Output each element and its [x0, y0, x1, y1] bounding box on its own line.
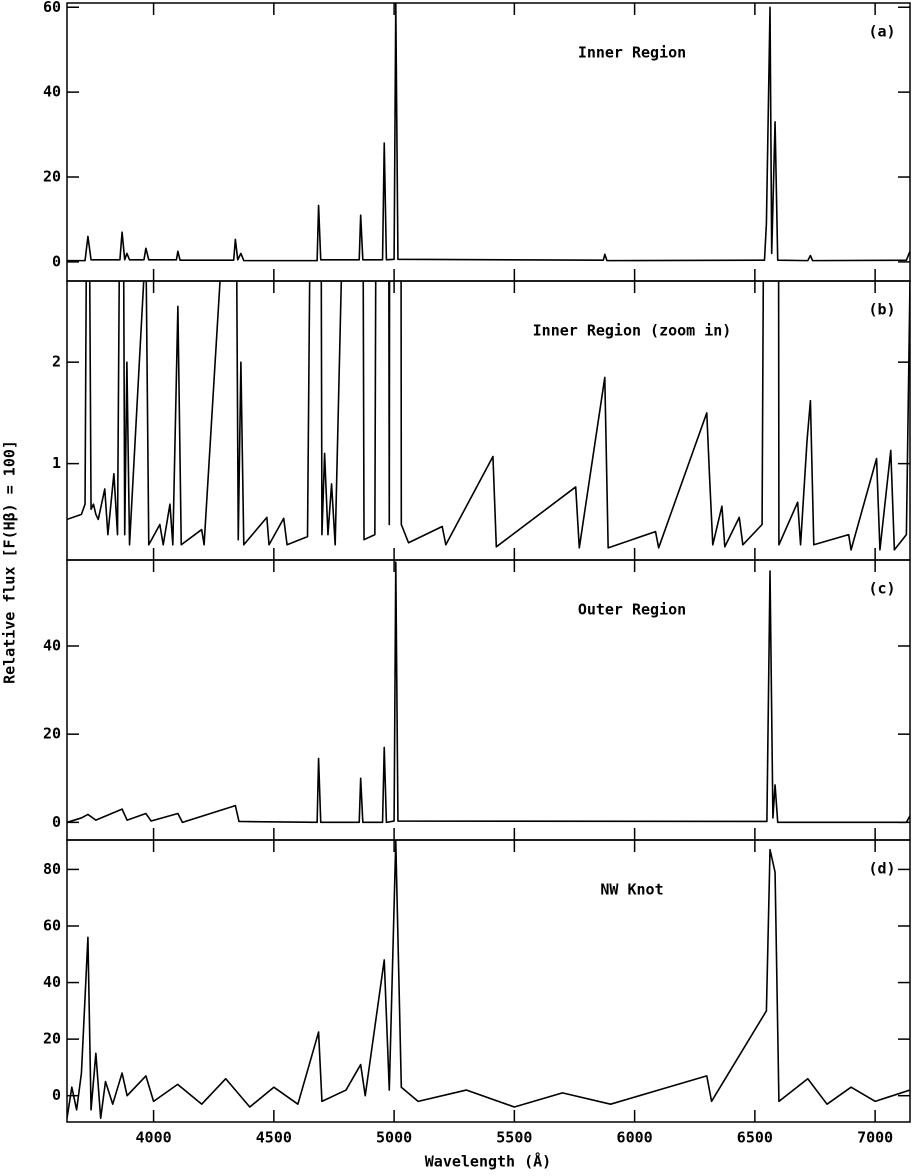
x-tick-label: 5000: [376, 1129, 412, 1147]
x-tick-label: 4000: [136, 1129, 172, 1147]
x-tick-label: 6500: [737, 1129, 773, 1147]
y-tick-label: 40: [43, 636, 61, 654]
y-axis-label: Relative flux [F(Hβ) = 100]: [1, 440, 19, 684]
panel-title: Outer Region: [578, 601, 686, 619]
panel-title: Inner Region: [578, 44, 686, 62]
spectrum-line: [67, 840, 910, 1120]
y-tick-label: 0: [52, 813, 61, 831]
y-tick-label: 20: [43, 1030, 61, 1048]
x-axis-label: Wavelength (Å): [425, 1152, 551, 1171]
panel-frame: [66, 2, 911, 282]
y-tick-label: 40: [43, 973, 61, 991]
y-tick-label: 1: [52, 454, 61, 472]
panel-frame: [66, 280, 911, 561]
y-tick-label: 0: [52, 1086, 61, 1104]
panel-frame: [66, 559, 911, 841]
y-tick-label: 60: [43, 0, 61, 16]
panel-frame: [66, 839, 911, 1123]
y-tick-label: 20: [43, 168, 61, 186]
spectrum-line: [67, 561, 910, 824]
x-tick-label: 6000: [617, 1129, 653, 1147]
x-tick-label: 5500: [496, 1129, 532, 1147]
panel-label: (b): [868, 301, 895, 319]
y-tick-label: 40: [43, 83, 61, 101]
panel-label: (c): [868, 580, 895, 598]
y-tick-label: 60: [43, 916, 61, 934]
panel-title: Inner Region (zoom in): [533, 322, 732, 340]
spectrum-line: [67, 281, 910, 551]
x-tick-label: 4500: [256, 1129, 292, 1147]
y-tick-label: 80: [43, 860, 61, 878]
x-tick-label: 7000: [857, 1129, 893, 1147]
spectrum-line: [67, 3, 910, 262]
panel-title: NW Knot: [600, 881, 663, 899]
panel-label: (a): [868, 23, 895, 41]
panel-label: (d): [868, 860, 895, 878]
y-tick-label: 20: [43, 725, 61, 743]
y-tick-label: 0: [52, 252, 61, 270]
y-tick-label: 2: [52, 353, 61, 371]
